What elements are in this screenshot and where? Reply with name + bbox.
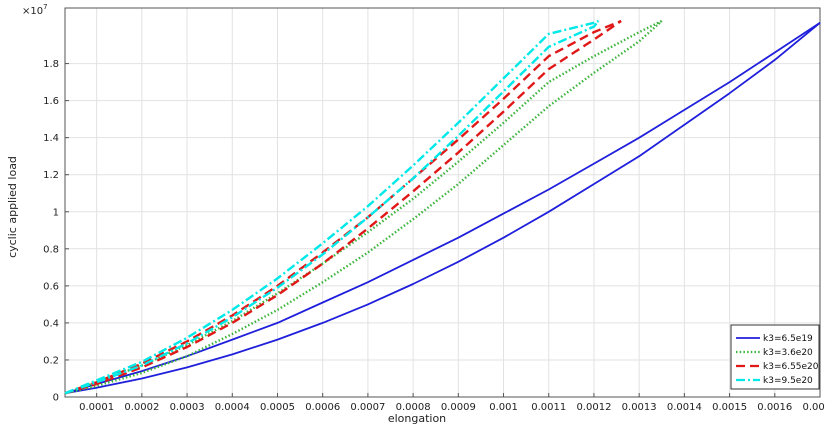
x-tick-label: 0.0005 xyxy=(260,402,295,413)
legend-label: k3=6.5e19 xyxy=(763,334,813,344)
x-tick-label: 0.0002 xyxy=(124,402,159,413)
series-4-lower-line xyxy=(64,20,600,395)
series-3-upper-line xyxy=(64,19,622,395)
x-tick-label: 0.0011 xyxy=(531,402,566,413)
x-tick-label: 0.0008 xyxy=(396,402,431,413)
legend-label: k3=9.5e20 xyxy=(763,376,813,386)
series-2-upper-line xyxy=(64,19,663,395)
x-tick-label: 0.0006 xyxy=(305,402,340,413)
x-tick-label: 0.0014 xyxy=(667,402,702,413)
plot-frame xyxy=(64,7,821,398)
y-tick-label: 1 xyxy=(53,207,59,218)
x-tick-label: 0.0012 xyxy=(576,402,611,413)
series-1-upper-line xyxy=(64,22,821,395)
x-tick-label: 0.0003 xyxy=(170,402,205,413)
grid xyxy=(65,8,821,398)
series-1-lower-line xyxy=(64,22,821,395)
x-axis-label: elongation xyxy=(388,412,446,425)
x-axis: 0.0001 0.0002 0.0003 0.0004 0.0005 0.0006 0.00… xyxy=(79,393,825,413)
y-tick-label: 1.2 xyxy=(43,170,59,181)
series-3-lower-line xyxy=(64,20,622,395)
legend-label: k3=6.55e20 xyxy=(763,362,819,372)
x-tick-label: 0.0004 xyxy=(215,402,250,413)
legend-label: k3=3.6e20 xyxy=(763,348,813,358)
y-tick-label: 0.2 xyxy=(43,355,59,366)
series-lines xyxy=(64,19,821,395)
series-4-upper-line xyxy=(64,19,599,395)
legend-box xyxy=(730,324,820,390)
y-tick-label: 1.6 xyxy=(43,96,59,107)
y-tick-label: 0 xyxy=(53,393,59,404)
x-tick-label: 0.0001 xyxy=(79,402,114,413)
x-tick-label: 0.0017 xyxy=(803,402,825,413)
series-2-lower-line xyxy=(64,20,663,395)
y-tick-label: 0.4 xyxy=(43,318,59,329)
y-tick-label: 0.6 xyxy=(43,281,59,292)
x-tick-label: 0.0007 xyxy=(350,402,385,413)
x-tick-label: 0.0016 xyxy=(757,402,792,413)
x-tick-label: 0.0009 xyxy=(441,402,476,413)
x-tick-label: 0.001 xyxy=(489,402,518,413)
y-tick-label: 0.8 xyxy=(43,244,59,255)
y-axis-label: cyclic applied load xyxy=(6,156,19,258)
legend: k3=6.5e19 k3=3.6e20 k3=6.55e20 k3=9.5e20 xyxy=(730,324,820,390)
y-axis: 0 0.2 0.4 0.6 0.8 1 1.2 1.4 1.6 1.8 xyxy=(43,59,69,404)
y-tick-label: 1.4 xyxy=(43,133,59,144)
x-tick-label: 0.0013 xyxy=(622,402,657,413)
x-tick-label: 0.0015 xyxy=(712,402,747,413)
y-tick-label: 1.8 xyxy=(43,59,59,70)
y-axis-multiplier: ×107 xyxy=(22,3,48,17)
